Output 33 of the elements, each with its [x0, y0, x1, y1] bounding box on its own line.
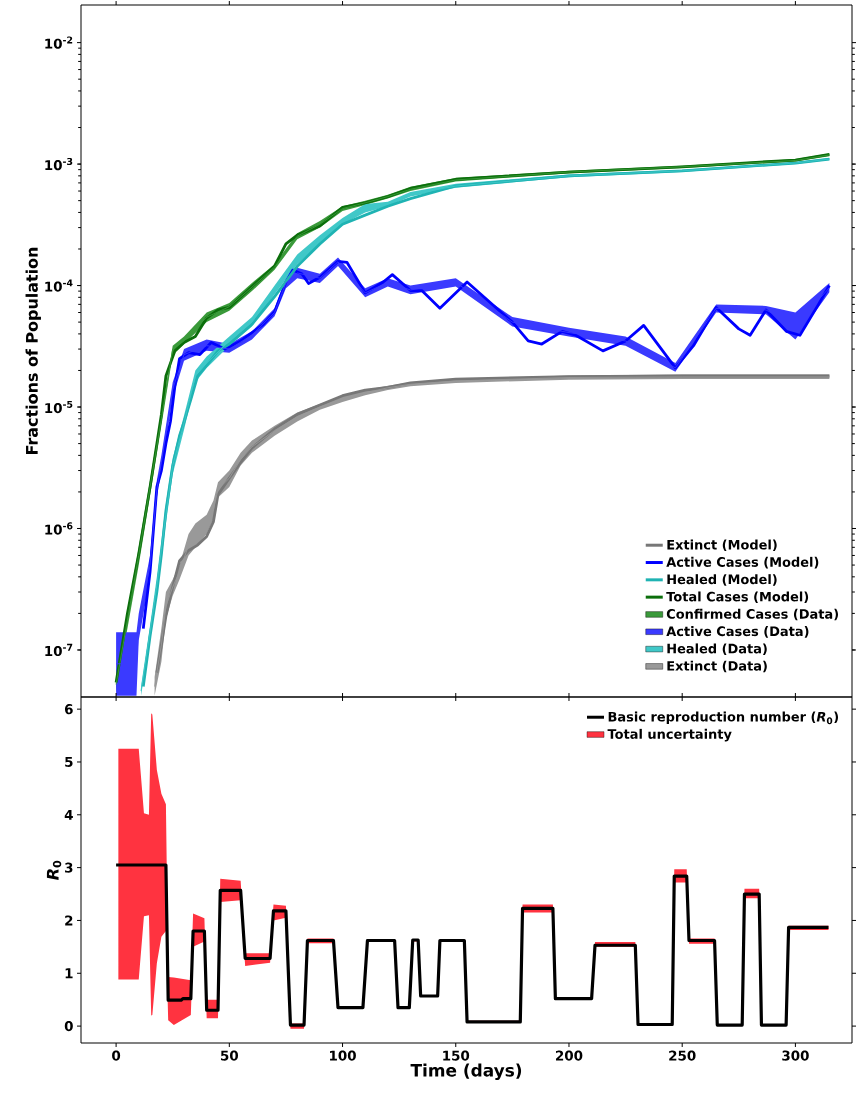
y-tick-label: 10$^{-4}$ — [45, 279, 73, 292]
legend-label: Healed (Model) — [667, 574, 777, 586]
y-tick-label: 1 — [65, 968, 73, 979]
legend-label: Confirmed Cases (Data) — [666, 608, 839, 621]
x-tick-label: 0 — [112, 1050, 121, 1061]
y-tick-label: 0 — [64, 1021, 73, 1032]
x-tick-label: 50 — [220, 1050, 239, 1061]
x-tick-label: 150 — [443, 1050, 470, 1061]
legend-label: Basic reproduction number (R$_{0}$) — [608, 711, 839, 725]
legend-label: Active Cases (Data) — [666, 626, 809, 638]
y-tick-label: 10$^{-6}$ — [45, 522, 73, 535]
legend-label: Total uncertainty — [607, 728, 732, 742]
legend-label: Extinct (Model) — [667, 539, 777, 552]
y-tick-label: 3 — [65, 862, 73, 873]
y-tick-label: 2 — [65, 915, 73, 926]
x-axis-title: Time (days) — [410, 1063, 522, 1081]
y-axis-title: Fractions of Population — [25, 247, 41, 454]
y-tick-label: 10$^{-5}$ — [45, 400, 73, 414]
legend-label: Extinct (Data) — [667, 660, 767, 673]
y-tick-label: 10$^{-3}$ — [45, 157, 73, 171]
legend-label: Healed (Data) — [667, 643, 767, 655]
legend-label: Total Cases (Model) — [666, 591, 809, 604]
x-tick-label: 300 — [782, 1050, 809, 1061]
y-axis-title: R$_{0}$ — [46, 860, 62, 880]
x-tick-label: 250 — [669, 1050, 696, 1061]
y-tick-label: 5 — [65, 756, 73, 767]
x-tick-label: 100 — [330, 1050, 356, 1061]
y-tick-label: 10$^{-2}$ — [45, 36, 73, 49]
y-tick-label: 10$^{-7}$ — [45, 643, 73, 657]
y-tick-label: 4 — [64, 809, 73, 820]
y-tick-label: 6 — [64, 704, 73, 715]
legend-label: Active Cases (Model) — [666, 556, 819, 569]
x-tick-label: 200 — [555, 1050, 583, 1061]
